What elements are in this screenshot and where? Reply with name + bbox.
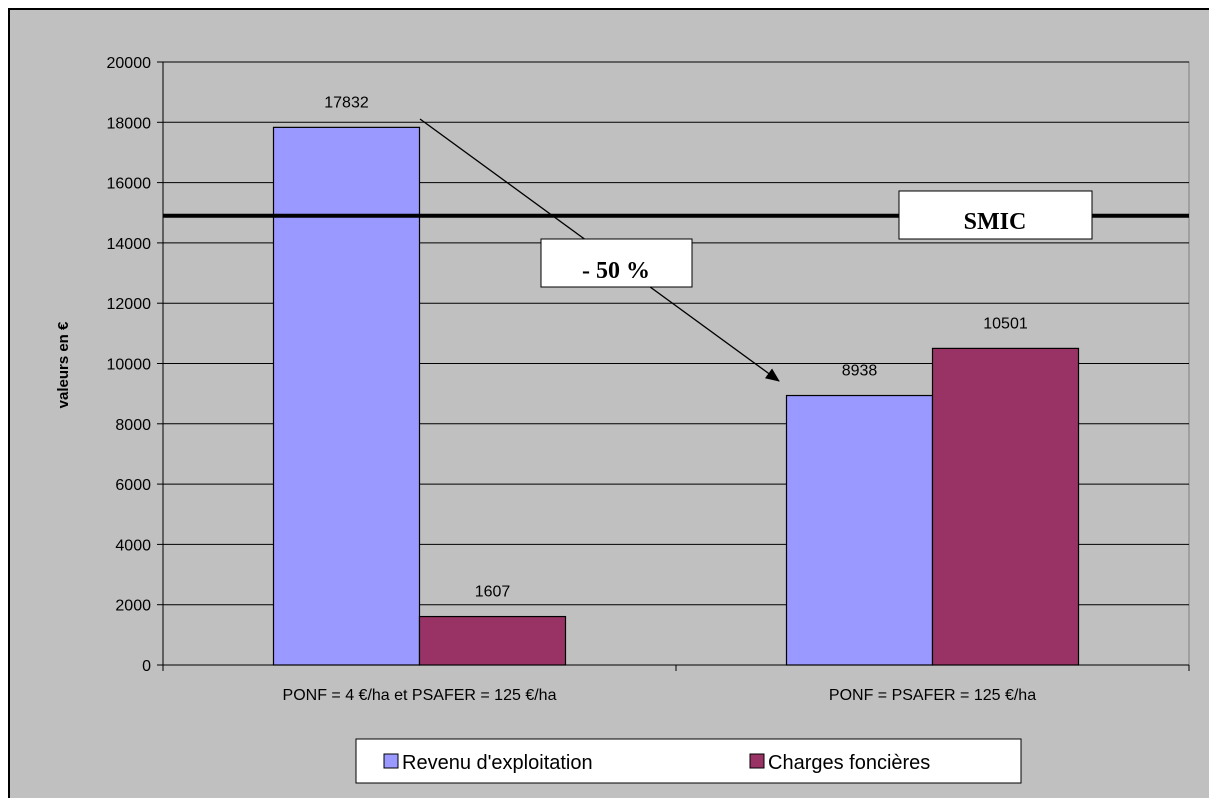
- decline-label: - 50 %: [582, 258, 650, 284]
- legend-label-revenu: Revenu d'exploitation: [402, 752, 593, 774]
- y-tick-label: 18000: [107, 115, 152, 132]
- bar: [785, 394, 934, 666]
- bar-data-label: 1607: [475, 584, 511, 601]
- legend-swatch-charges: [749, 753, 765, 769]
- y-tick-label: 2000: [115, 598, 151, 615]
- legend-label-charges: Charges foncières: [768, 752, 930, 774]
- y-tick-label: 6000: [115, 477, 151, 494]
- y-tick-label: 20000: [107, 55, 152, 72]
- y-tick-label: 0: [142, 658, 151, 675]
- bar: [418, 615, 567, 666]
- labels: 0 2000 4000 6000 8000 10000 12000 14000 16000 180…: [107, 55, 1037, 704]
- y-tick-label: 16000: [107, 176, 152, 193]
- legend-swatch-revenu: [383, 753, 399, 769]
- decline-label-box: - 50 %: [540, 238, 693, 288]
- y-tick-label: 10000: [107, 357, 152, 374]
- bar-data-label: 17832: [324, 94, 369, 111]
- bar-data-label: 8938: [842, 363, 878, 380]
- y-axis-label: valeurs en €: [55, 321, 72, 408]
- smic-label: SMIC: [964, 209, 1027, 235]
- y-tick-label: 12000: [107, 296, 152, 313]
- y-tick-label: 8000: [115, 417, 151, 434]
- bar-data-label: 10501: [983, 315, 1028, 332]
- x-category-label: PONF = 4 €/ha et PSAFER = 125 €/ha: [283, 687, 557, 704]
- y-tick-label: 14000: [107, 236, 152, 253]
- y-tick-label: 4000: [115, 537, 151, 554]
- smic-label-box: SMIC: [898, 190, 1093, 240]
- x-category-label: PONF = PSAFER = 125 €/ha: [829, 687, 1036, 704]
- axes: [157, 61, 1190, 671]
- bar: [272, 126, 421, 666]
- legend: Revenu d'exploitation Charges foncières: [355, 738, 1022, 784]
- bar: [931, 347, 1080, 666]
